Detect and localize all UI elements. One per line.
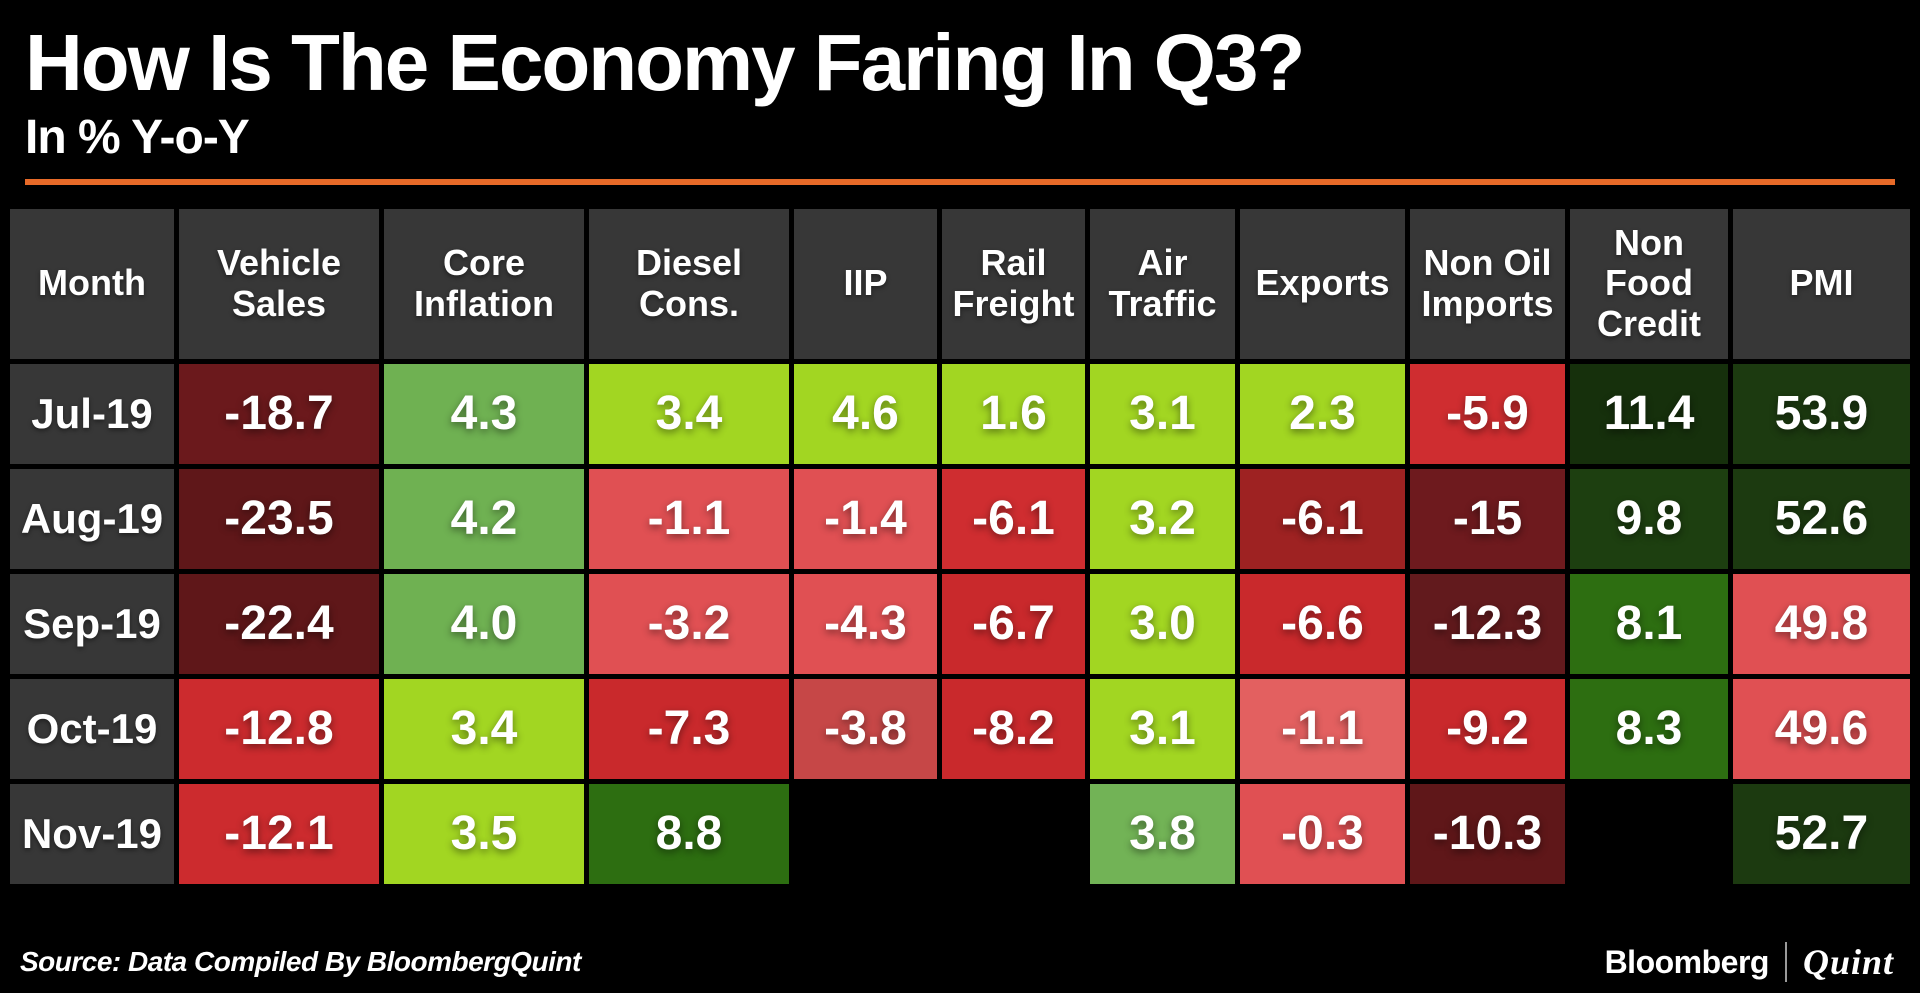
header-cell: Non Food Credit — [1570, 208, 1728, 359]
economy-table: Month Vehicle Sales Core Inflation Diesel C… — [10, 208, 1910, 884]
header-cell: Month — [10, 208, 174, 359]
month-cell: Oct-19 — [10, 678, 174, 779]
data-cell: 49.8 — [1733, 573, 1910, 674]
data-cell: 3.2 — [1090, 468, 1235, 569]
data-cell: 4.2 — [384, 468, 584, 569]
data-cell: 4.6 — [794, 363, 937, 464]
month-cell: Jul-19 — [10, 363, 174, 464]
bloomberg-wordmark: Bloomberg — [1604, 943, 1770, 980]
data-cell: -3.8 — [794, 678, 937, 779]
page-header: How Is The Economy Faring In Q3? In % Y-… — [0, 0, 1920, 165]
data-cell: -18.7 — [179, 363, 379, 464]
data-cell: -3.2 — [589, 573, 789, 674]
source-note: Source: Data Compiled By BloombergQuint — [20, 946, 581, 977]
data-cell: 1.6 — [942, 363, 1085, 464]
data-cell: 3.4 — [384, 678, 584, 779]
data-cell: -9.2 — [1410, 678, 1565, 779]
data-cell: -12.8 — [179, 678, 379, 779]
data-cell: 3.4 — [589, 363, 789, 464]
data-cell: -23.5 — [179, 468, 379, 569]
data-cell: 11.4 — [1570, 363, 1728, 464]
data-cell: -7.3 — [589, 678, 789, 779]
page-footer: Source: Data Compiled By BloombergQuint … — [20, 941, 1894, 983]
data-cell: 3.8 — [1090, 783, 1235, 884]
data-cell: -12.1 — [179, 783, 379, 884]
header-cell: Exports — [1240, 208, 1405, 359]
header-cell: IIP — [794, 208, 937, 359]
data-cell: -10.3 — [1410, 783, 1565, 884]
data-cell: 8.1 — [1570, 573, 1728, 674]
data-cell: 4.3 — [384, 363, 584, 464]
data-cell: 3.1 — [1090, 678, 1235, 779]
data-cell: 3.0 — [1090, 573, 1235, 674]
data-cell: 52.7 — [1733, 783, 1910, 884]
month-cell: Nov-19 — [10, 783, 174, 884]
data-cell: -22.4 — [179, 573, 379, 674]
data-cell: -4.3 — [794, 573, 937, 674]
data-cell: 2.3 — [1240, 363, 1405, 464]
accent-divider — [25, 178, 1895, 185]
data-cell: -0.3 — [1240, 783, 1405, 884]
data-cell: 8.8 — [589, 783, 789, 884]
data-cell: -1.4 — [794, 468, 937, 569]
header-cell: Non Oil Imports — [1410, 208, 1565, 359]
header-cell: Diesel Cons. — [589, 208, 789, 359]
data-cell: 53.9 — [1733, 363, 1910, 464]
empty-cell — [942, 784, 1085, 884]
data-cell: 52.6 — [1733, 468, 1910, 569]
month-cell: Sep-19 — [10, 573, 174, 674]
page-title: How Is The Economy Faring In Q3? — [25, 18, 1305, 107]
page-subtitle: In % Y-o-Y — [25, 110, 250, 164]
header-cell: Air Traffic — [1090, 208, 1235, 359]
empty-cell — [794, 784, 937, 884]
header-cell: Core Inflation — [384, 208, 584, 359]
data-cell: -6.1 — [942, 468, 1085, 569]
quint-wordmark: Quint — [1802, 942, 1894, 982]
data-cell: -6.6 — [1240, 573, 1405, 674]
logo-divider — [1784, 942, 1787, 982]
empty-cell — [1570, 784, 1728, 884]
data-cell: 3.1 — [1090, 363, 1235, 464]
data-cell: -5.9 — [1410, 363, 1565, 464]
data-cell: 49.6 — [1733, 678, 1910, 779]
data-cell: -1.1 — [589, 468, 789, 569]
data-cell: -1.1 — [1240, 678, 1405, 779]
header-cell: Vehicle Sales — [179, 208, 379, 359]
data-cell: -15 — [1410, 468, 1565, 569]
data-cell: 9.8 — [1570, 468, 1728, 569]
bloombergquint-logo: Bloomberg Quint — [1605, 941, 1894, 983]
header-cell: Rail Freight — [942, 208, 1085, 359]
data-cell: -8.2 — [942, 678, 1085, 779]
data-cell: 8.3 — [1570, 678, 1728, 779]
header-cell: PMI — [1733, 208, 1910, 359]
data-cell: -6.1 — [1240, 468, 1405, 569]
data-cell: -12.3 — [1410, 573, 1565, 674]
data-cell: 4.0 — [384, 573, 584, 674]
data-cell: -6.7 — [942, 573, 1085, 674]
data-cell: 3.5 — [384, 783, 584, 884]
month-cell: Aug-19 — [10, 468, 174, 569]
